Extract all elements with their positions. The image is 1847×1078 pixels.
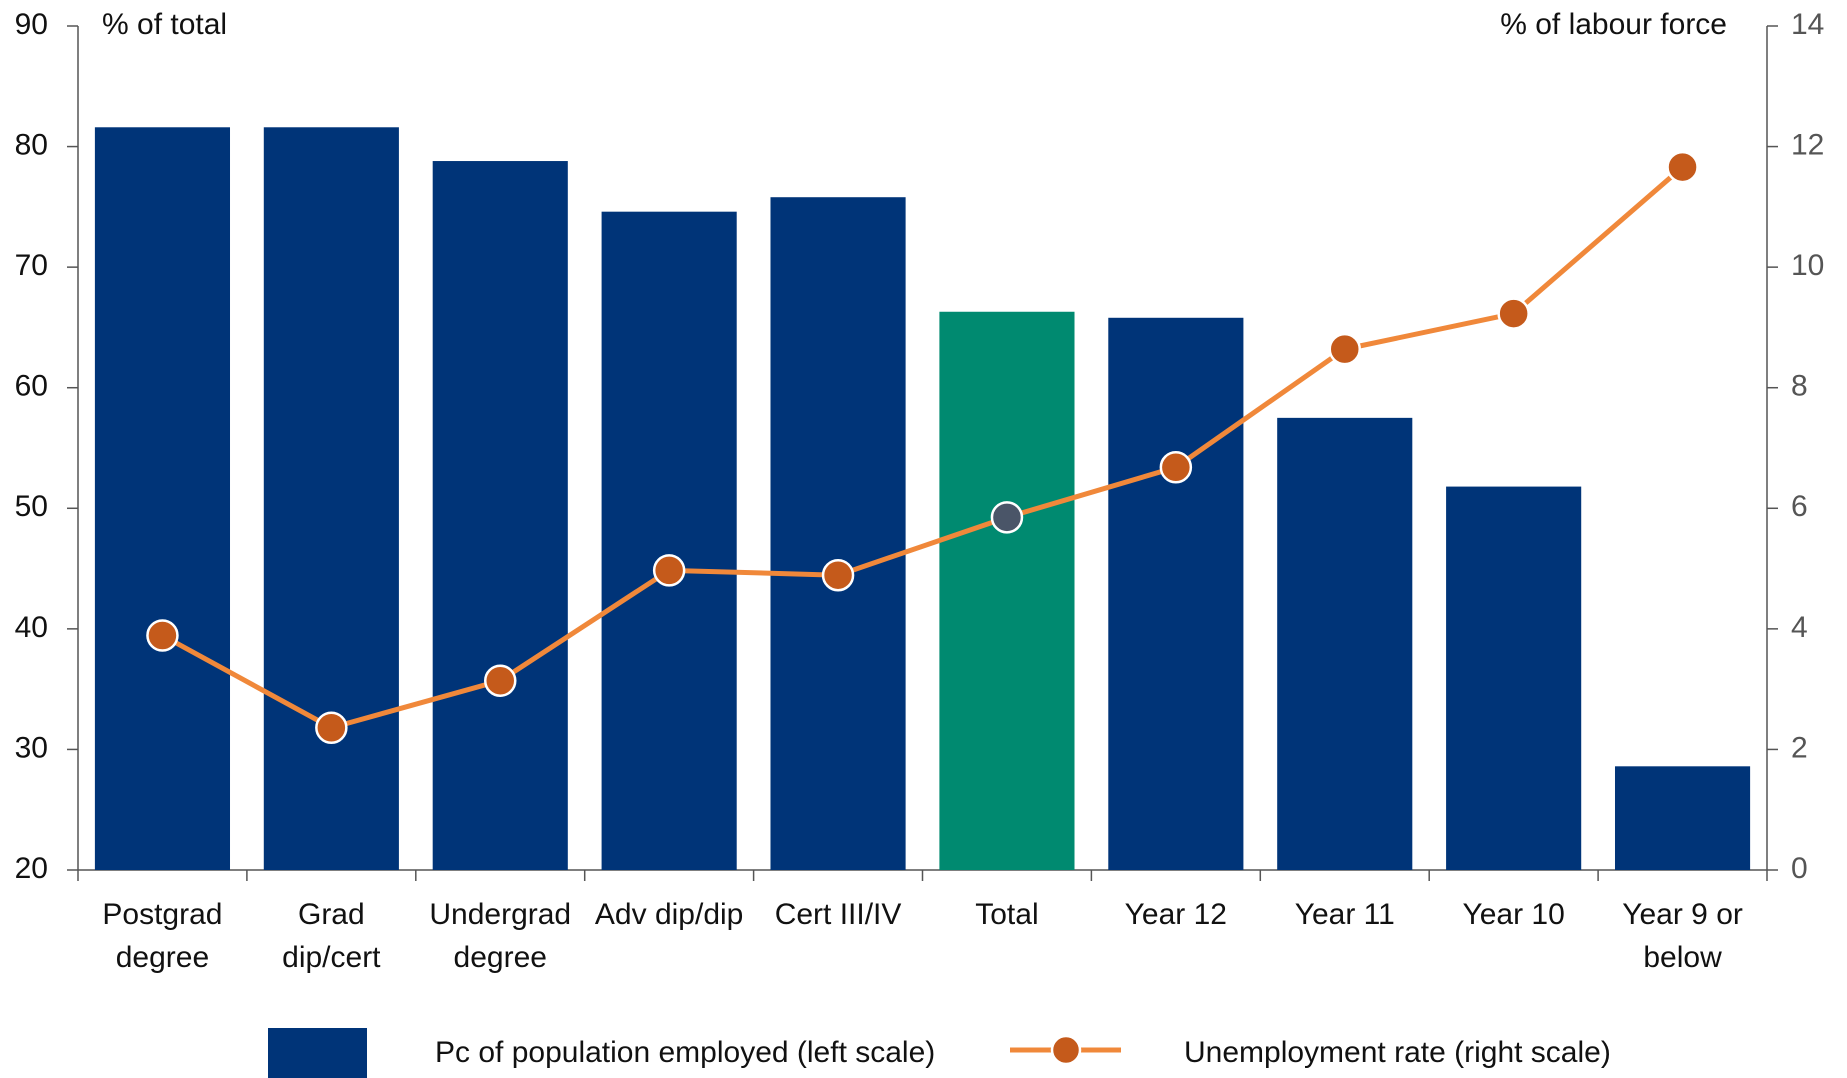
y-tick-label: 90 — [15, 8, 48, 41]
x-tick-label: degree — [454, 941, 547, 974]
marker — [1666, 150, 1699, 184]
legend-label: Pc of population employed (left scale) — [435, 1036, 935, 1069]
x-tick-label: Total — [975, 898, 1038, 931]
x-tick-label: Year 12 — [1125, 898, 1227, 931]
marker — [484, 664, 517, 697]
marker — [146, 619, 179, 652]
y2-tick-label: 14 — [1791, 8, 1824, 41]
x-tick-label: Year 11 — [1295, 898, 1395, 931]
marker — [1159, 451, 1193, 484]
marker — [315, 711, 348, 744]
marker — [821, 558, 855, 592]
x-tick-label: Year 9 or — [1622, 898, 1743, 931]
y-tick-label: 80 — [15, 128, 48, 161]
bar — [263, 127, 399, 870]
y2-tick-label: 4 — [1791, 611, 1808, 644]
bar — [432, 161, 568, 871]
legend-swatch — [268, 1028, 367, 1078]
x-tick-label: below — [1643, 941, 1722, 974]
bar — [939, 311, 1075, 870]
y-axis-label: % of total — [102, 8, 227, 41]
x-tick-label: dip/cert — [282, 941, 381, 974]
y-tick-label: 50 — [15, 490, 48, 523]
y2-tick-label: 12 — [1791, 128, 1824, 161]
marker — [1328, 332, 1361, 366]
bar — [1277, 417, 1413, 870]
bar — [1108, 317, 1244, 871]
x-tick-label: Adv dip/dip — [595, 898, 743, 931]
x-tick-label: Year 10 — [1462, 898, 1564, 931]
bar — [601, 211, 737, 870]
y2-tick-label: 6 — [1791, 490, 1808, 523]
marker — [990, 501, 1024, 534]
y2-axis-label: % of labour force — [1500, 8, 1727, 41]
marker — [1497, 297, 1530, 330]
x-tick-label: Undergrad — [429, 898, 571, 931]
y2-tick-label: 8 — [1791, 370, 1808, 403]
bar — [1614, 766, 1751, 870]
y2-tick-label: 0 — [1791, 852, 1808, 885]
y2-tick-label: 10 — [1791, 249, 1824, 282]
x-tick-label: Grad — [298, 898, 365, 931]
line — [161, 165, 1685, 731]
x-tick-label: Postgrad — [102, 898, 222, 931]
y-tick-label: 30 — [15, 731, 48, 764]
y-tick-label: 60 — [15, 370, 48, 403]
bar — [1446, 486, 1582, 870]
x-tick-label: Cert III/IV — [775, 898, 902, 931]
y2-tick-label: 2 — [1791, 731, 1808, 764]
y-tick-label: 40 — [15, 611, 48, 644]
y-tick-label: 70 — [15, 249, 48, 282]
legend-label: Unemployment rate (right scale) — [1184, 1036, 1611, 1069]
bar — [94, 127, 231, 870]
y-tick-label: 20 — [15, 852, 48, 885]
bar — [770, 197, 906, 870]
marker — [652, 554, 686, 587]
x-tick-label: degree — [116, 941, 209, 974]
legend-swatch — [1050, 1034, 1082, 1066]
